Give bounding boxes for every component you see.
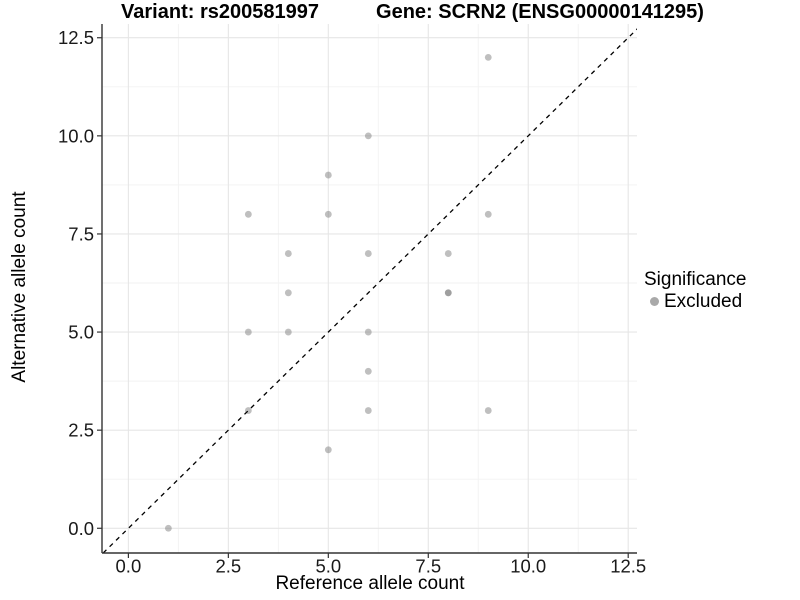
data-point	[364, 367, 372, 375]
data-point	[284, 328, 292, 336]
y-axis-label: Alternative allele count	[9, 191, 30, 383]
y-tick-label: 12.5	[58, 27, 94, 48]
data-point	[484, 53, 492, 61]
legend-point-icon	[650, 297, 659, 306]
legend-item-excluded: Excluded	[644, 291, 746, 312]
x-tick-label: 5.0	[315, 556, 341, 577]
y-tick-label: 0.0	[68, 518, 94, 539]
data-point	[444, 289, 452, 297]
data-point	[324, 210, 332, 218]
y-tick-label: 10.0	[58, 125, 94, 146]
data-point	[364, 250, 372, 257]
data-point	[484, 210, 492, 218]
plot-title-gene: Gene: SCRN2 (ENSG00000141295)	[376, 1, 704, 23]
data-point	[284, 289, 292, 297]
y-tick-label: 7.5	[68, 223, 94, 244]
data-point	[164, 524, 172, 532]
y-tick-label: 5.0	[68, 322, 94, 343]
x-tick-label: 2.5	[215, 556, 241, 577]
identity-line	[102, 28, 637, 553]
data-point	[324, 171, 332, 179]
x-axis-label: Reference allele count	[275, 573, 465, 594]
data-point	[324, 446, 332, 454]
data-point	[444, 250, 452, 257]
y-tick-label: 2.5	[68, 420, 94, 441]
x-tick-label: 0.0	[116, 556, 142, 577]
legend-title: Significance	[644, 269, 747, 290]
x-tick-label: 12.5	[610, 556, 646, 577]
legend-item-label: Excluded	[664, 291, 743, 312]
x-tick-label: 7.5	[415, 556, 441, 577]
x-tick-label: 10.0	[510, 556, 546, 577]
data-point	[484, 407, 492, 414]
data-point	[244, 328, 252, 336]
legend: Significance Excluded	[644, 269, 746, 312]
plot-title-variant: Variant: rs200581997	[121, 1, 319, 23]
data-point	[244, 210, 252, 218]
data-point	[364, 132, 372, 140]
data-point	[364, 328, 372, 336]
data-point	[364, 407, 372, 414]
data-point	[284, 250, 292, 257]
